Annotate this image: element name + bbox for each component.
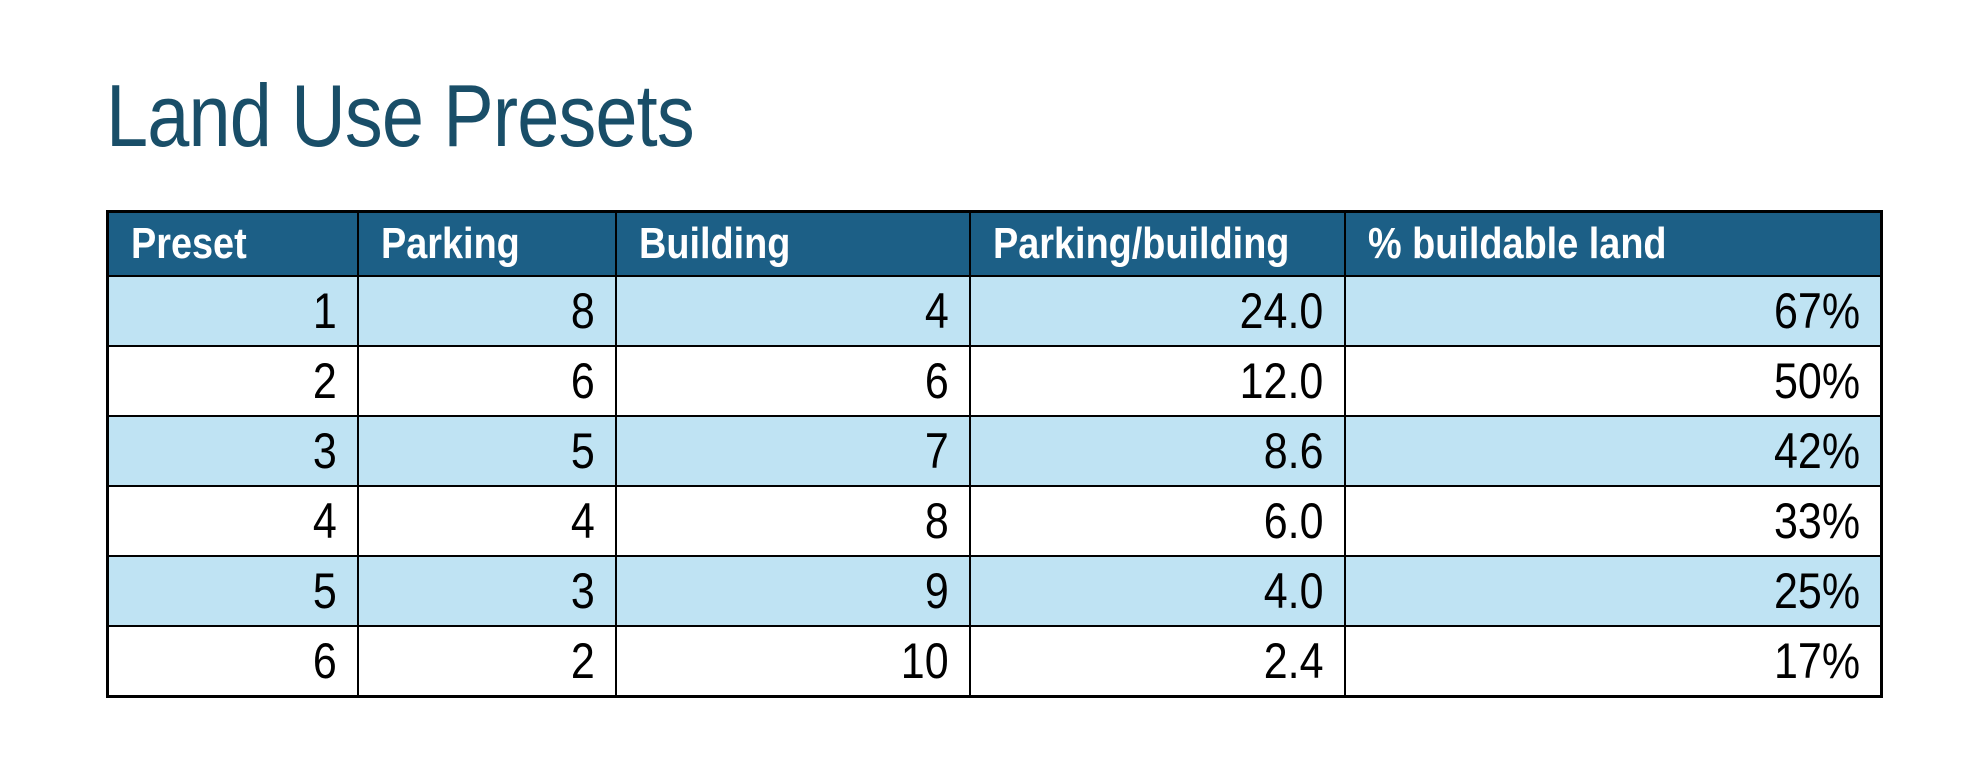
cell-parking-per-building: 8.6 [968,415,1346,487]
cell-value: 4 [924,283,949,339]
table-row-preset-1: 1 8 4 24.0 67% [106,275,1883,347]
cell-value: 8 [570,283,595,339]
table-row-preset-3: 3 5 7 8.6 42% [106,415,1883,487]
col-header-building-label: Building [638,219,790,268]
cell-value: 1 [312,283,337,339]
cell-value: 33% [1773,493,1860,549]
cell-value: 5 [570,423,595,479]
cell-preset: 6 [106,625,359,698]
cell-value: 8.6 [1263,423,1324,479]
cell-value: 6.0 [1263,493,1324,549]
cell-preset: 1 [106,275,359,347]
cell-building: 9 [614,555,971,627]
cell-parking: 5 [356,415,617,487]
cell-pct-buildable-land: 33% [1343,485,1883,557]
cell-value: 7 [924,423,949,479]
col-header-preset-label: Preset [131,219,247,268]
col-header-parking: Parking [356,210,617,277]
cell-preset: 2 [106,345,359,417]
cell-pct-buildable-land: 25% [1343,555,1883,627]
page-title: Land Use Presets [106,66,790,165]
cell-value: 67% [1773,283,1860,339]
cell-parking-per-building: 6.0 [968,485,1346,557]
col-header-parking-per-building-label: Parking/building [992,219,1289,268]
cell-preset: 3 [106,415,359,487]
cell-parking: 6 [356,345,617,417]
cell-value: 6 [312,633,337,689]
table-row-preset-2: 2 6 6 12.0 50% [106,345,1883,417]
col-header-pct-buildable-land: % buildable land [1343,210,1883,277]
cell-value: 10 [900,633,949,689]
cell-parking-per-building: 2.4 [968,625,1346,698]
cell-parking-per-building: 4.0 [968,555,1346,627]
table-row-preset-6: 6 2 10 2.4 17% [106,625,1883,698]
cell-value: 17% [1773,633,1860,689]
cell-parking-per-building: 24.0 [968,275,1346,347]
cell-value: 3 [312,423,337,479]
cell-building: 6 [614,345,971,417]
cell-parking-per-building: 12.0 [968,345,1346,417]
cell-building: 10 [614,625,971,698]
cell-value: 2 [312,353,337,409]
cell-value: 6 [924,353,949,409]
cell-value: 12.0 [1239,353,1324,409]
cell-parking: 4 [356,485,617,557]
page-title-text: Land Use Presets [106,66,695,165]
cell-parking: 8 [356,275,617,347]
cell-value: 4 [570,493,595,549]
table-row-preset-4: 4 4 8 6.0 33% [106,485,1883,557]
cell-pct-buildable-land: 17% [1343,625,1883,698]
cell-value: 9 [924,563,949,619]
cell-value: 3 [570,563,595,619]
cell-value: 4.0 [1263,563,1324,619]
cell-preset: 5 [106,555,359,627]
cell-value: 42% [1773,423,1860,479]
cell-pct-buildable-land: 42% [1343,415,1883,487]
cell-parking: 2 [356,625,617,698]
cell-value: 8 [924,493,949,549]
cell-pct-buildable-land: 50% [1343,345,1883,417]
cell-value: 50% [1773,353,1860,409]
land-use-presets-table: Preset Parking Building Parking/building… [106,210,1883,698]
table-header-row: Preset Parking Building Parking/building… [106,210,1883,277]
cell-building: 8 [614,485,971,557]
col-header-parking-label: Parking [380,219,520,268]
table-row-preset-5: 5 3 9 4.0 25% [106,555,1883,627]
cell-value: 2.4 [1263,633,1324,689]
col-header-parking-per-building: Parking/building [968,210,1346,277]
cell-value: 2 [570,633,595,689]
cell-preset: 4 [106,485,359,557]
cell-parking: 3 [356,555,617,627]
cell-value: 5 [312,563,337,619]
col-header-preset: Preset [106,210,359,277]
cell-pct-buildable-land: 67% [1343,275,1883,347]
col-header-pct-buildable-land-label: % buildable land [1367,219,1667,268]
cell-building: 4 [614,275,971,347]
cell-value: 24.0 [1239,283,1324,339]
cell-value: 6 [570,353,595,409]
cell-value: 4 [312,493,337,549]
col-header-building: Building [614,210,971,277]
cell-building: 7 [614,415,971,487]
cell-value: 25% [1773,563,1860,619]
